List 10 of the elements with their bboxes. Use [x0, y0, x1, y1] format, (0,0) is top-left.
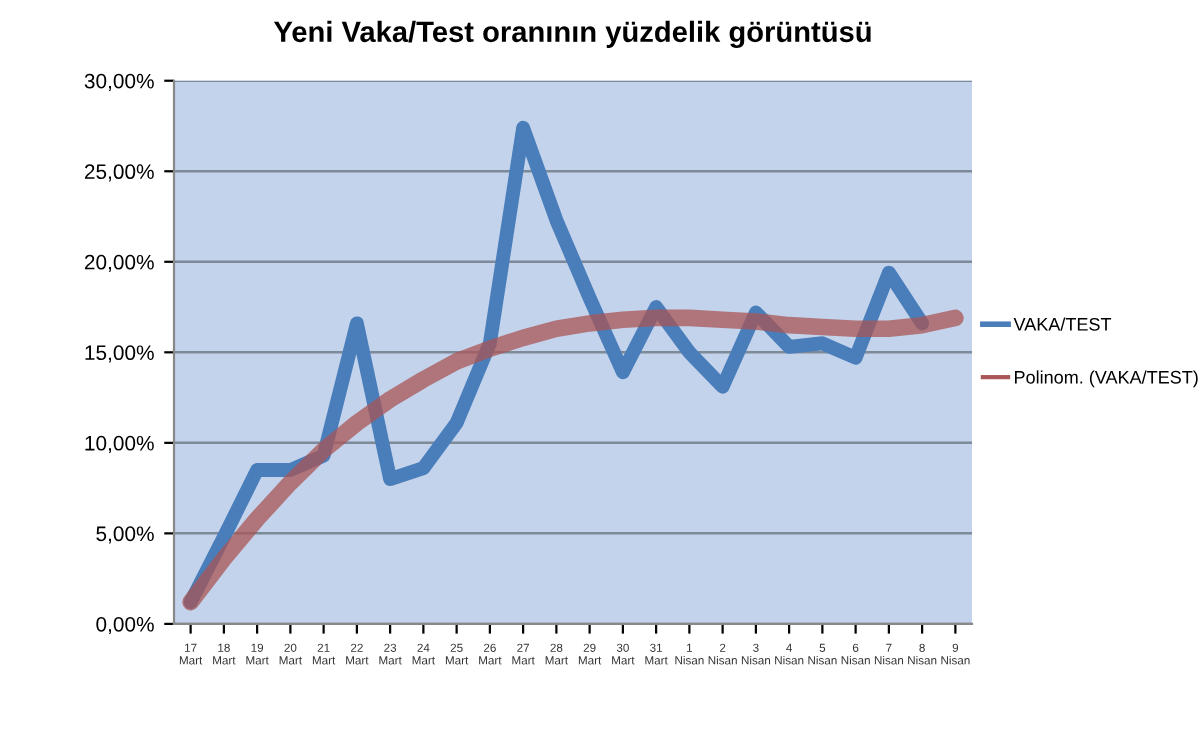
y-tick-label: 5,00% [96, 526, 154, 544]
y-tick-label: 0,00% [96, 616, 154, 635]
legend-label: VAKA/TEST [1013, 317, 1112, 331]
y-tick-label: 20,00% [84, 254, 154, 273]
chart-title: Yeni Vaka/Test oranının yüzdelik görüntüsü [273, 20, 871, 49]
y-tick-label: 10,00% [85, 435, 154, 454]
legend-label: Polinom. (VAKA/TEST) [1015, 370, 1198, 388]
y-tick-label: 25,00% [84, 164, 154, 182]
y-tick-label: 15,00% [85, 345, 154, 363]
y-tick-label: 30,00% [84, 73, 154, 91]
